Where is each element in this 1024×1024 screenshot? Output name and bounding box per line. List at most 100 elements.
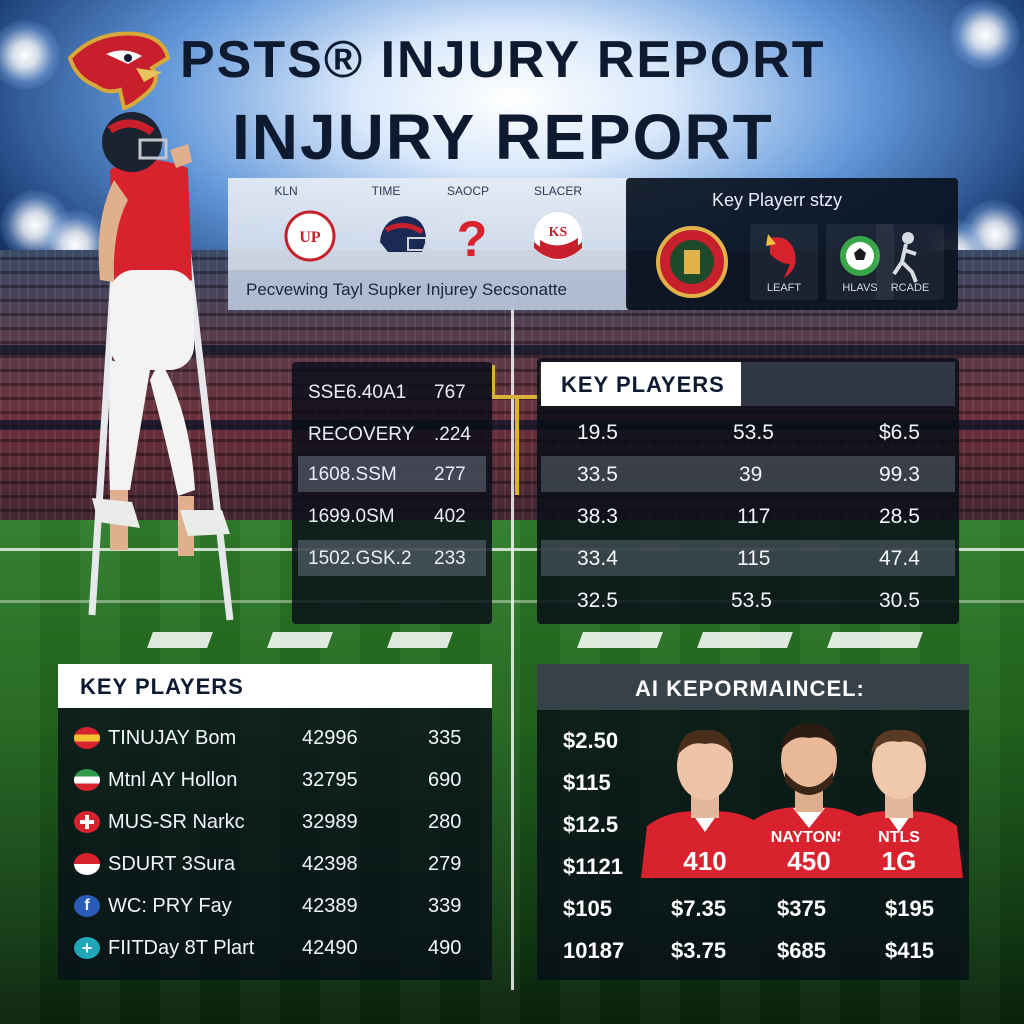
hawk-head-logo (67, 31, 171, 110)
stat-cell: 33.4 (577, 547, 618, 570)
key-style-tile[interactable]: RCADE (876, 224, 944, 300)
player-headshot: 410 (641, 729, 769, 878)
page-subtitle: INJURY REPORT (232, 101, 774, 173)
tile-label: HLAVS (842, 282, 878, 294)
player-name: MUS-SR Narkc (108, 811, 245, 833)
row-label: 1502.GSK.2 (308, 548, 412, 569)
table-row: 33.5 39 99.3 (541, 456, 955, 492)
field-marking (147, 632, 213, 648)
svg-text:UP: UP (299, 229, 321, 246)
table-row: 19.5 53.5 $6.5 (541, 414, 955, 450)
player-stat: 280 (428, 811, 462, 833)
stat-cell: 32.5 (577, 589, 618, 612)
field-marking (697, 632, 793, 648)
tile-label: RCADE (890, 282, 930, 294)
list-item[interactable]: SDURT 3Sura 42398 279 (58, 844, 492, 884)
player-name: FIITDay 8T Plart (108, 937, 255, 959)
stat-cell: 30.5 (879, 589, 920, 612)
price-value: $115 (563, 770, 611, 795)
goalpost (492, 365, 542, 505)
row-label: RECOVERY (308, 424, 415, 445)
stadium-light (950, 0, 1020, 70)
field-marking (827, 632, 923, 648)
key-style-title: Key Playerr stzy (712, 190, 843, 210)
stat-cell: $6.5 (879, 421, 920, 444)
list-item[interactable]: TINUJAY Bom 42996 335 (58, 718, 492, 758)
field-marking (267, 632, 333, 648)
table-row: 1502.GSK.2 233 (298, 540, 486, 576)
perf-cell: $7.35 (671, 896, 727, 921)
player-headshot: NAYTONS 450 (745, 723, 873, 878)
table-row: 1699.0SM 402 (298, 498, 486, 534)
recovery-table: SSE6.40A1 767 RECOVERY .224 1608.SSM 277… (292, 362, 492, 624)
perf-cell: $685 (777, 938, 826, 963)
status-col-label: KLN (274, 184, 298, 198)
player-name: Mtnl AY Hollon (108, 769, 238, 791)
player-name: SDURT 3Sura (108, 853, 236, 875)
perf-cell: 10187 (563, 938, 625, 963)
key-players-list-panel: KEY PLAYERS TINUJAY Bom 42996 335 Mtnl A… (58, 664, 492, 980)
section-heading: KEY PLAYERS (541, 362, 741, 406)
status-col-label: SLACER (533, 184, 583, 198)
stat-cell: 38.3 (577, 505, 618, 528)
key-player-style-panel: Key Playerr stzy LEAFT HLAVS RCADE (626, 178, 958, 310)
row-label: 1699.0SM (308, 506, 395, 527)
stat-cell: 39 (739, 463, 763, 486)
center-line (511, 300, 514, 990)
player-stat: 42490 (302, 937, 358, 959)
row-label: 1608.SSM (308, 464, 397, 485)
injury-status-panel: KLN TIME SAOCP SLACER UP ? KS Pecvewing … (228, 178, 628, 310)
table-row: 33.4 115 47.4 (541, 540, 955, 576)
runner-icon (892, 232, 918, 283)
stat-cell: 117 (737, 505, 771, 528)
jersey-number: 410 (683, 846, 726, 876)
stat-cell: 28.5 (879, 505, 920, 528)
key-style-tile[interactable] (644, 224, 740, 300)
row-value: 402 (434, 506, 466, 527)
facebook-icon: f (74, 895, 100, 917)
svg-text:?: ? (457, 211, 488, 264)
row-label: SSE6.40A1 (308, 382, 407, 403)
table-row: RECOVERY .224 (298, 416, 486, 452)
jersey-number: 1G (882, 846, 917, 876)
player-stat: 42398 (302, 853, 358, 875)
stat-cell: 53.5 (731, 589, 772, 612)
player-stat: 32989 (302, 811, 358, 833)
key-style-tile[interactable]: HLAVS (826, 224, 894, 300)
flag-icon (74, 811, 100, 833)
page-title: PSTS® INJURY REPORT (180, 31, 826, 89)
row-value: 277 (434, 464, 466, 485)
team-ball-logo-2: KS (534, 212, 582, 260)
flag-icon (74, 769, 100, 791)
list-item[interactable]: MUS-SR Narkc 32989 280 (58, 802, 492, 842)
row-value: 767 (434, 382, 466, 403)
flag-icon (74, 853, 100, 875)
row-value: 233 (434, 548, 466, 569)
team-ball-logo: UP (284, 210, 336, 262)
field-marking (577, 632, 663, 648)
player-stat: 339 (428, 895, 462, 917)
plus-icon: + (74, 937, 100, 959)
perf-cell: $105 (563, 896, 612, 921)
status-col-label: TIME (371, 184, 401, 198)
player-stat: 32795 (302, 769, 358, 791)
perf-cell: $375 (777, 896, 826, 921)
list-item[interactable]: Mtnl AY Hollon 32795 690 (58, 760, 492, 800)
field-marking (387, 632, 453, 648)
question-mark-icon: ? (457, 211, 488, 264)
player-stat: 490 (428, 937, 462, 959)
table-row: 1608.SSM 277 (298, 456, 486, 492)
key-players-stats-panel: KEY PLAYERS 19.5 53.5 $6.5 33.5 39 99.3 … (537, 358, 959, 624)
heading-bar (741, 362, 955, 406)
red-bird-icon (766, 234, 796, 278)
perf-cell: $415 (885, 938, 934, 963)
section-heading: KEY PLAYERS (58, 664, 492, 708)
list-item[interactable]: + FIITDay 8T Plart 42490 490 (58, 928, 492, 968)
key-style-tile[interactable]: LEAFT (750, 224, 818, 300)
status-col-label: SAOCP (446, 184, 489, 198)
price-value: $2.50 (563, 728, 619, 753)
football-helmet-icon (380, 216, 427, 252)
player-stat: 690 (428, 769, 462, 791)
stat-cell: 99.3 (879, 463, 920, 486)
list-item[interactable]: f WC: PRY Fay 42389 339 (58, 886, 492, 926)
